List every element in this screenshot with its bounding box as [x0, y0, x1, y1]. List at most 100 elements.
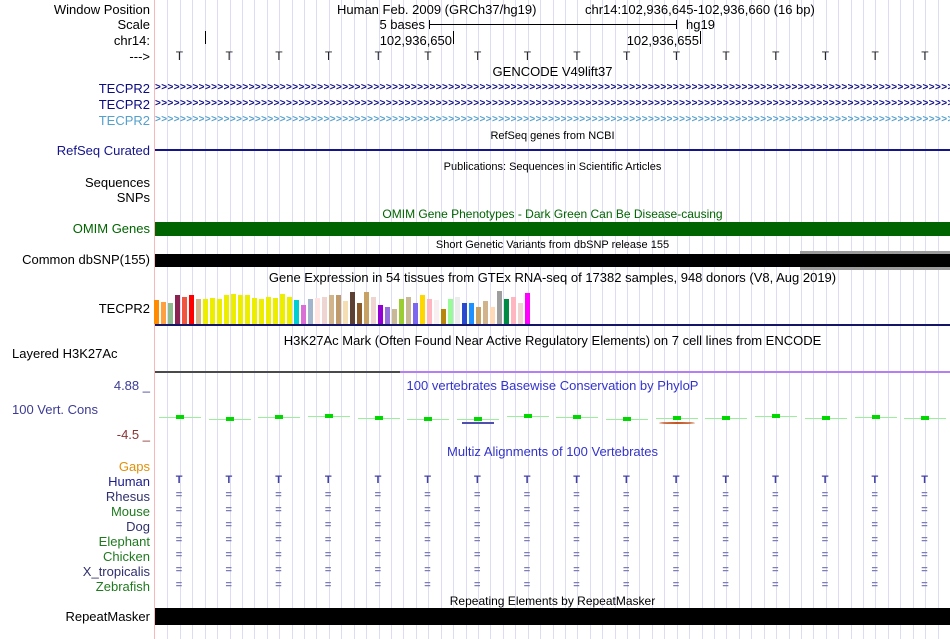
gtex-bar[interactable] — [175, 295, 180, 324]
gtex-bar[interactable] — [161, 302, 166, 324]
omim-gene-bar[interactable] — [155, 222, 950, 236]
multiz-gaps-label[interactable]: Gaps — [118, 459, 150, 474]
multiz-species-label[interactable]: Dog — [126, 519, 150, 534]
multiz-cell: = — [722, 489, 729, 501]
multiz-species-label[interactable]: Chicken — [103, 549, 150, 564]
gencode-transcript[interactable]: >>>>>>>>>>>>>>>>>>>>>>>>>>>>>>>>>>>>>>>>… — [155, 82, 950, 93]
gtex-bar[interactable] — [343, 301, 348, 324]
gtex-gene-label[interactable]: TECPR2 — [98, 301, 150, 316]
gtex-bar[interactable] — [497, 291, 502, 324]
gencode-gene-label[interactable]: TECPR2 — [98, 113, 150, 128]
multiz-cell: = — [623, 519, 630, 531]
gtex-bar[interactable] — [322, 297, 327, 324]
gtex-bar[interactable] — [434, 300, 439, 324]
gtex-bar[interactable] — [238, 295, 243, 324]
gtex-bar[interactable] — [182, 297, 187, 324]
gtex-bar[interactable] — [266, 297, 271, 324]
gtex-bar[interactable] — [224, 295, 229, 324]
gtex-bar[interactable] — [378, 305, 383, 324]
multiz-cell: = — [921, 534, 928, 546]
gtex-bar[interactable] — [441, 309, 446, 324]
gtex-bar[interactable] — [483, 301, 488, 324]
multiz-cell: = — [275, 549, 282, 561]
gtex-bar[interactable] — [280, 294, 285, 324]
gtex-bar[interactable] — [455, 297, 460, 324]
gtex-bar[interactable] — [336, 295, 341, 324]
gencode-transcript[interactable]: >>>>>>>>>>>>>>>>>>>>>>>>>>>>>>>>>>>>>>>>… — [155, 114, 950, 125]
gtex-bar[interactable] — [420, 295, 425, 324]
gtex-bar[interactable] — [385, 307, 390, 324]
multiz-cell: = — [573, 519, 580, 531]
refseq-title: RefSeq genes from NCBI — [490, 130, 615, 142]
gtex-bar[interactable] — [315, 298, 320, 324]
gtex-bar[interactable] — [462, 303, 467, 324]
gtex-bar[interactable] — [168, 303, 173, 324]
gtex-bar[interactable] — [308, 299, 313, 324]
gtex-bar[interactable] — [476, 307, 481, 324]
multiz-cell: = — [871, 564, 878, 576]
gtex-bar[interactable] — [406, 297, 411, 324]
gtex-bar[interactable] — [252, 298, 257, 324]
omim-genes-label[interactable]: OMIM Genes — [72, 221, 150, 236]
multiz-cell: = — [821, 489, 829, 501]
gtex-bar[interactable] — [511, 297, 516, 324]
multiz-species-label[interactable]: Mouse — [110, 504, 150, 519]
gtex-bar[interactable] — [210, 298, 215, 324]
multiz-species-label[interactable]: X_tropicalis — [82, 564, 150, 579]
sequences-label[interactable]: Sequences — [84, 175, 150, 190]
gtex-bar[interactable] — [329, 295, 334, 324]
gtex-bar[interactable] — [217, 299, 222, 324]
h3k27ac-label[interactable]: Layered H3K27Ac — [12, 346, 118, 361]
gtex-bar[interactable] — [273, 298, 278, 324]
repeatmasker-bar[interactable] — [155, 608, 950, 625]
multiz-cell: = — [772, 504, 779, 516]
refseq-curated-label[interactable]: RefSeq Curated — [56, 143, 150, 158]
gtex-bar[interactable] — [259, 299, 264, 324]
gtex-bar[interactable] — [357, 303, 362, 324]
snps-label[interactable]: SNPs — [116, 190, 150, 205]
dbsnp-variant-bar[interactable] — [155, 254, 950, 267]
assembly-text: Human Feb. 2009 (GRCh37/hg19) — [337, 2, 537, 17]
multiz-species-label[interactable]: Elephant — [98, 534, 150, 549]
gtex-bar[interactable] — [196, 299, 201, 324]
refseq-gene-bar[interactable] — [155, 149, 950, 151]
multiz-species-label[interactable]: Human — [108, 474, 150, 489]
h3k27ac-signal-line[interactable] — [400, 371, 950, 373]
base-letter: T — [623, 49, 631, 63]
multiz-cell: = — [523, 579, 531, 591]
gtex-bar[interactable] — [154, 300, 159, 324]
gtex-bar[interactable] — [427, 299, 432, 324]
multiz-cell: = — [474, 579, 481, 591]
gencode-transcript[interactable]: >>>>>>>>>>>>>>>>>>>>>>>>>>>>>>>>>>>>>>>>… — [155, 98, 950, 109]
gencode-gene-label[interactable]: TECPR2 — [98, 97, 150, 112]
gtex-bar[interactable] — [504, 299, 509, 324]
gtex-bar[interactable] — [350, 292, 355, 324]
gtex-bar[interactable] — [469, 303, 474, 324]
multiz-cell: = — [474, 549, 481, 561]
gtex-bar[interactable] — [399, 299, 404, 324]
gtex-bar[interactable] — [518, 303, 523, 324]
gtex-bar[interactable] — [448, 299, 453, 324]
gtex-bar[interactable] — [231, 294, 236, 324]
h3k27ac-signal-line[interactable] — [155, 371, 400, 373]
gtex-title: Gene Expression in 54 tissues from GTEx … — [268, 270, 837, 285]
multiz-species-label[interactable]: Rhesus — [105, 489, 150, 504]
gtex-bar[interactable] — [413, 303, 418, 324]
dbsnp-label[interactable]: Common dbSNP(155) — [22, 252, 150, 267]
gtex-bar[interactable] — [189, 295, 194, 324]
multiz-species-label[interactable]: Zebrafish — [95, 579, 150, 594]
gencode-gene-label[interactable]: TECPR2 — [98, 81, 150, 96]
gtex-bar[interactable] — [490, 307, 495, 324]
repeatmasker-label[interactable]: RepeatMasker — [65, 609, 150, 624]
phylop-label[interactable]: 100 Vert. Cons — [12, 402, 98, 417]
base-letter: T — [921, 49, 929, 63]
gtex-bar[interactable] — [287, 297, 292, 324]
gtex-bar[interactable] — [245, 295, 250, 324]
gtex-bar[interactable] — [301, 305, 306, 324]
gtex-bar[interactable] — [364, 292, 369, 324]
gtex-bar[interactable] — [392, 309, 397, 324]
gtex-bar[interactable] — [203, 299, 208, 324]
gtex-bar[interactable] — [371, 297, 376, 324]
gtex-bar[interactable] — [294, 300, 299, 324]
gtex-bar[interactable] — [525, 293, 530, 324]
